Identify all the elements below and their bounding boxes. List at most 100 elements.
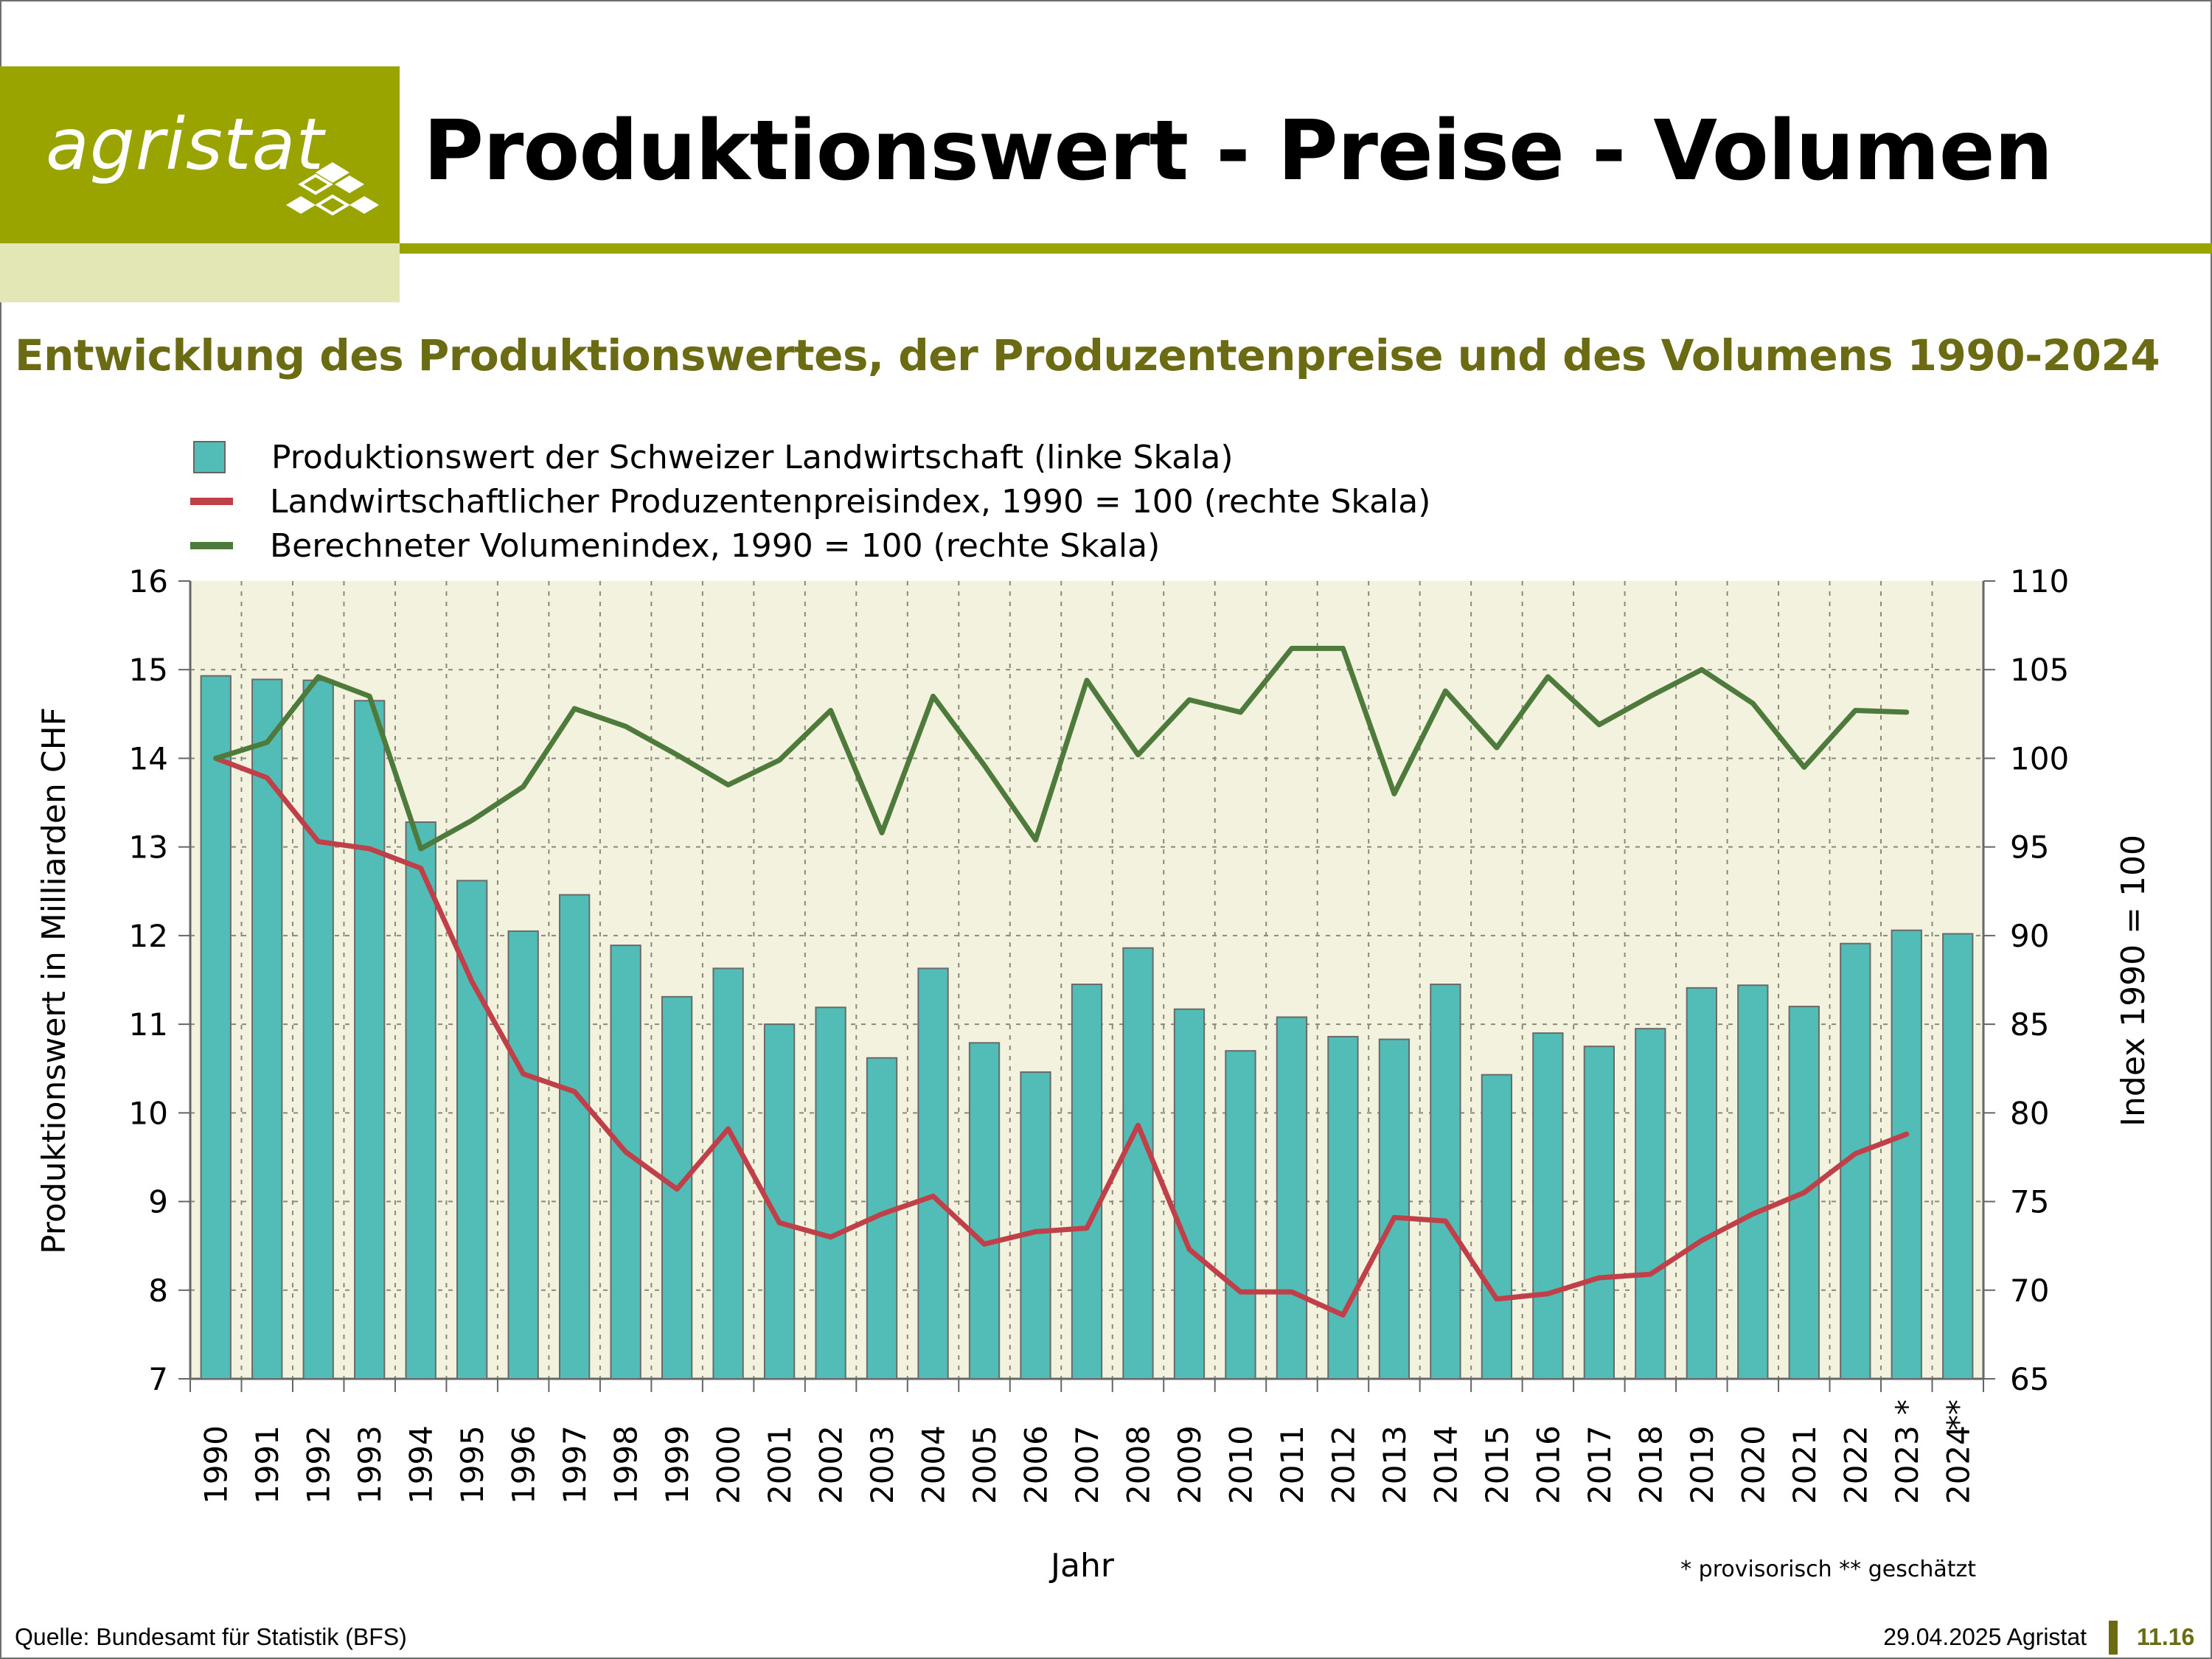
legend-swatch-price: [190, 498, 233, 505]
logo-diamond-icon: [286, 162, 379, 216]
y-axis-title: Produktionswert in Milliarden CHF: [35, 707, 73, 1254]
y-tick-label: 7: [148, 1361, 168, 1397]
legend-swatch-volume: [190, 542, 233, 549]
y2-tick-label: 70: [2010, 1273, 2049, 1309]
legend-item-bar: Produktionswert der Schweizer Landwirtsc…: [190, 435, 1430, 479]
x-tick-label: 1992: [301, 1425, 337, 1504]
x-tick-label: 2013: [1377, 1425, 1413, 1504]
x-tick-label: 2024: [1940, 1425, 1976, 1504]
legend-label-volume: Berechneter Volumenindex, 1990 = 100 (re…: [270, 526, 1161, 565]
x-tick-label: 2012: [1325, 1425, 1361, 1504]
x-tick-label: 2004: [916, 1425, 952, 1504]
x-tick-label: 1991: [249, 1425, 285, 1504]
bar-1997: [558, 894, 591, 1380]
x-tick-label: 2016: [1530, 1425, 1566, 1504]
x-tick-label: 2005: [967, 1425, 1003, 1504]
x-tick-label: 2017: [1582, 1425, 1618, 1504]
x-tick-label: 1995: [454, 1425, 490, 1504]
y2-tick-label: 75: [2010, 1184, 2049, 1220]
x-tick-label: 2015: [1479, 1425, 1515, 1504]
bar-1991: [251, 678, 283, 1380]
bar-2007: [1071, 984, 1103, 1380]
chart-legend: Produktionswert der Schweizer Landwirtsc…: [190, 435, 1430, 568]
bar-2008: [1122, 947, 1154, 1380]
bar-2012: [1327, 1035, 1359, 1380]
x-tick-label: 1990: [198, 1425, 234, 1504]
legend-item-price: Landwirtschaftlicher Produzentenpreisind…: [190, 479, 1430, 524]
bar-1994: [405, 821, 437, 1380]
x-tick-label: 1998: [608, 1425, 644, 1504]
logo-underlay: [0, 243, 400, 302]
y-tick-label: 10: [129, 1095, 168, 1131]
footer-date: 29.04.2025 Agristat: [1883, 1624, 2087, 1650]
y2-tick-label: 105: [2010, 652, 2069, 688]
bar-2016: [1532, 1032, 1564, 1380]
y-tick-label: 8: [148, 1273, 168, 1309]
x-tick-label: 1997: [557, 1425, 593, 1504]
bar-2013: [1378, 1038, 1411, 1380]
bar-2005: [968, 1042, 1001, 1380]
y-tick-label: 14: [129, 740, 168, 776]
x-tick-label: 2009: [1172, 1425, 1208, 1504]
bar-2000: [712, 967, 744, 1380]
y-tick-label: 15: [129, 652, 168, 688]
y-tick-label: 13: [129, 830, 168, 866]
bar-2009: [1173, 1008, 1206, 1380]
volume-index-line: [213, 645, 1910, 852]
y2-tick-label: 100: [2010, 740, 2069, 776]
bar-2011: [1276, 1016, 1308, 1380]
bar-2024: [1942, 933, 1974, 1380]
bar-2019: [1686, 987, 1717, 1380]
y-tick-label: 11: [129, 1006, 168, 1043]
footer-divider: [2109, 1621, 2118, 1655]
x-tick-label: 2022: [1837, 1425, 1874, 1504]
x-tick-label: 1996: [506, 1425, 542, 1504]
bar-1992: [302, 679, 334, 1380]
x-tick-mark: **: [1940, 1399, 1976, 1430]
x-tick-label: 2006: [1018, 1425, 1054, 1504]
chart-subtitle: Entwicklung des Produktionswertes, der P…: [15, 330, 2160, 380]
x-tick-label: 2023: [1889, 1425, 1925, 1504]
x-tick-label: 2001: [762, 1425, 798, 1504]
page-title: Produktionswert - Preise - Volumen: [423, 103, 2053, 199]
y2-tick-label: 80: [2010, 1095, 2049, 1131]
x-tick-label: 2020: [1735, 1425, 1771, 1504]
bar-1996: [507, 930, 539, 1380]
y2-axis-title: Index 1990 = 100: [2115, 835, 2152, 1127]
legend-label-price: Landwirtschaftlicher Produzentenpreisind…: [270, 482, 1431, 521]
x-tick-label: 2011: [1274, 1425, 1310, 1504]
bar-1993: [354, 700, 386, 1380]
bar-2018: [1635, 1028, 1666, 1380]
x-tick-label: 2002: [813, 1425, 849, 1504]
y2-tick-label: 95: [2010, 830, 2049, 866]
x-tick-label: 1994: [403, 1425, 439, 1504]
bar-1990: [200, 675, 232, 1380]
x-tick-label: 2021: [1787, 1425, 1823, 1504]
x-axis-title: Jahr: [1048, 1547, 1115, 1585]
x-tick-label: 2019: [1684, 1425, 1720, 1504]
y2-tick-label: 110: [2010, 563, 2069, 599]
bar-2006: [1020, 1071, 1051, 1380]
y-tick-label: 12: [129, 918, 168, 954]
bar-2020: [1737, 984, 1769, 1380]
chart-footnote: * provisorisch ** geschätzt: [1680, 1557, 1976, 1582]
legend-item-volume: Berechneter Volumenindex, 1990 = 100 (re…: [190, 524, 1430, 568]
price-index-line: [213, 755, 1910, 1318]
bar-2002: [815, 1006, 846, 1380]
x-tick-label: 2018: [1632, 1425, 1669, 1504]
y2-tick-label: 85: [2010, 1006, 2049, 1043]
x-tick-label: 2010: [1222, 1425, 1259, 1504]
legend-swatch-bar: [193, 441, 226, 473]
legend-label-bar: Produktionswert der Schweizer Landwirtsc…: [271, 438, 1234, 476]
bar-2023: [1891, 929, 1922, 1380]
x-tick-mark: *: [1889, 1399, 1925, 1415]
bar-2004: [917, 967, 949, 1380]
footer-source: Quelle: Bundesamt für Statistik (BFS): [15, 1624, 407, 1650]
x-tick-label: 2003: [864, 1425, 900, 1504]
header-rule: [400, 243, 2212, 254]
bar-2010: [1225, 1050, 1256, 1380]
y-tick-label: 9: [148, 1184, 168, 1220]
bar-2017: [1583, 1046, 1615, 1380]
